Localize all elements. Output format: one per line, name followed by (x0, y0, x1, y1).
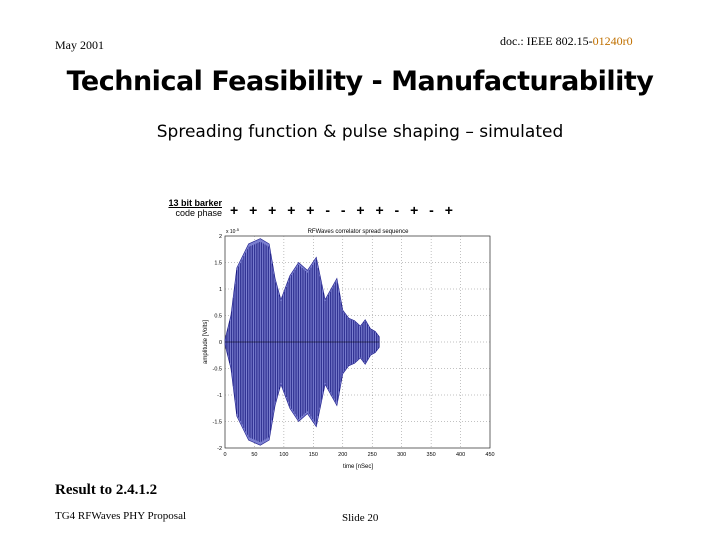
header-date: May 2001 (55, 38, 104, 52)
y-tick-label: -0.5 (213, 367, 222, 373)
y-tick-label: 1.5 (214, 261, 222, 267)
barker-phase-sequence: + + + + + - - + + - + - + (230, 202, 454, 218)
y-exponent-base: x 10 (226, 229, 236, 235)
y-tick-label: 2 (219, 234, 222, 240)
x-ticks: 0 50 100 150 200 250 300 350 400 450 (223, 452, 494, 458)
doc-prefix: doc.: IEEE 802.15- (500, 34, 593, 48)
x-tick-label: 100 (279, 452, 288, 458)
x-tick-label: 250 (368, 452, 377, 458)
x-tick-label: 300 (397, 452, 406, 458)
y-tick-label: -2 (217, 446, 222, 452)
x-tick-label: 400 (456, 452, 465, 458)
y-tick-label: 0.5 (214, 314, 222, 320)
barker-label-line1: 13 bit barker (168, 198, 222, 208)
y-exponent-label: x 10-5 (226, 227, 240, 235)
x-tick-label: 350 (427, 452, 436, 458)
y-tick-label: 0 (219, 340, 222, 346)
x-axis-label: time [nSec] (343, 464, 373, 470)
slide-subtitle: Spreading function & pulse shaping – sim… (156, 122, 564, 142)
footer-left: TG4 RFWaves PHY Proposal (55, 510, 187, 522)
footer-slide-number: Slide 20 (342, 512, 379, 524)
y-exponent-power: -5 (235, 227, 239, 232)
slide-title: Technical Feasibility - Manufacturabilit… (66, 66, 654, 97)
x-tick-label: 200 (338, 452, 347, 458)
result-text: Result to 2.4.1.2 (55, 482, 158, 498)
x-tick-label: 150 (309, 452, 318, 458)
chart-title: RFWaves correlator spread sequence (308, 229, 409, 235)
x-tick-label: 0 (223, 452, 226, 458)
doc-revision: 01240r0 (592, 34, 633, 48)
x-tick-label: 450 (485, 452, 494, 458)
barker-label: 13 bit barker code phase (150, 198, 222, 218)
y-tick-label: 1 (219, 287, 222, 293)
y-ticks: 2 1.5 1 0.5 0 -0.5 -1 -1.5 -2 (213, 234, 222, 452)
y-tick-label: -1 (217, 393, 222, 399)
header-doc-id: doc.: IEEE 802.15-01240r0 (500, 34, 633, 49)
barker-label-line2: code phase (175, 208, 222, 218)
waveform-chart: RFWaves correlator spread sequence x 10-… (203, 227, 495, 470)
y-axis-label: amplitude [Volts] (203, 320, 209, 364)
x-tick-label: 50 (251, 452, 257, 458)
y-tick-label: -1.5 (213, 420, 222, 426)
